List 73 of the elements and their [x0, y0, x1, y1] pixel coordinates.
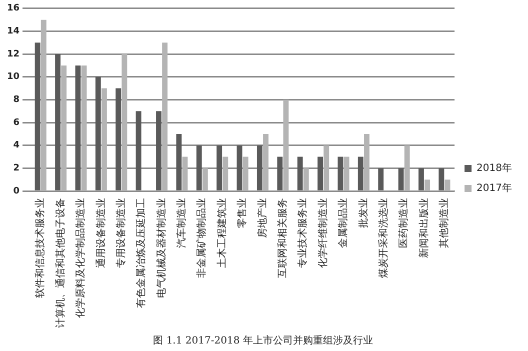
bar: [55, 54, 61, 190]
bar: [283, 100, 289, 190]
bar: [297, 156, 303, 190]
x-tick-label: 金属制品业: [337, 198, 350, 248]
x-tick-label: 化学原料及化学制品制造业: [74, 198, 87, 318]
bar: [418, 168, 424, 190]
x-tick-label: 批发业: [357, 198, 370, 228]
text: 图 1.1 2017-2018 年上市公司并购重组涉及行业: [153, 334, 373, 347]
bar: [116, 88, 122, 190]
bar: [404, 145, 410, 190]
bar: [40, 20, 46, 190]
bar: [156, 111, 162, 190]
x-tick-label: 专用设备制造业: [114, 198, 127, 268]
y-tick-label: 16: [6, 4, 20, 14]
x-tick-label: 其他制造业: [438, 198, 450, 248]
bar: [202, 168, 208, 190]
legend-label: 2018年: [476, 162, 512, 174]
x-tick-label: 专业技术服务业: [296, 198, 309, 268]
bar: [344, 156, 350, 190]
bar: [95, 76, 101, 190]
bar: [424, 180, 430, 190]
x-tick-label: 非金属矿物制品业: [196, 198, 208, 278]
x-tick-label: 煤炭开采和洗选业: [377, 198, 390, 278]
x-tick-label: 互联网和相关服务: [276, 198, 289, 278]
bar: [438, 168, 444, 190]
x-tick-label: 土木工程建筑业: [216, 198, 228, 268]
bar: [303, 168, 309, 190]
y-tick-label: 12: [6, 49, 20, 60]
bar: [75, 65, 81, 190]
y-tick-label: 8: [13, 95, 20, 106]
x-tick-label: 医药制造业: [398, 198, 410, 248]
bar: [122, 54, 128, 190]
bar: [176, 134, 182, 190]
y-tick-label: 0: [13, 186, 20, 196]
bar: [444, 180, 450, 190]
bar: [378, 168, 384, 190]
y-tick-label: 10: [6, 72, 20, 82]
bar: [61, 65, 67, 190]
x-tick-label: 计算机、通信和其他电子设备: [54, 198, 66, 328]
bar: [324, 145, 330, 190]
x-tick-label: 通用设备制造业: [94, 198, 107, 268]
x-tick-label: 电气机械及器材制造业: [155, 198, 168, 298]
x-tick-label: 汽车制造业: [176, 198, 188, 248]
bar: [81, 65, 87, 190]
bar: [222, 156, 228, 190]
bar: [277, 156, 283, 190]
bar: [364, 134, 370, 190]
bar: [216, 145, 222, 190]
bar: [398, 168, 404, 190]
y-tick-label: 2: [13, 164, 20, 174]
bar: [182, 156, 188, 190]
bar: [34, 42, 40, 190]
x-tick-label: 零售业: [236, 198, 248, 228]
x-tick-label: 软件和信息技术服务业: [34, 198, 46, 298]
bar: [196, 145, 202, 190]
bar: [242, 156, 248, 190]
y-tick-label: 14: [6, 26, 20, 37]
bar: [236, 145, 242, 190]
bar: [136, 111, 142, 190]
bar: [358, 156, 364, 190]
x-tick-label: 化学纤维制造业: [316, 198, 329, 268]
legend-label: 2017年: [476, 182, 512, 194]
x-tick-label: 新闻和出版业: [418, 198, 430, 258]
bar: [256, 145, 262, 190]
x-tick-label: 房地产业: [256, 198, 268, 238]
bar: [318, 156, 323, 190]
bar: [102, 88, 107, 190]
bar: [162, 42, 168, 190]
y-tick-label: 4: [13, 140, 20, 151]
bar: [338, 156, 344, 190]
x-tick-label: 有色金属冶炼及压延加工: [135, 198, 148, 308]
y-tick-label: 6: [13, 118, 20, 128]
bar: [263, 134, 268, 190]
